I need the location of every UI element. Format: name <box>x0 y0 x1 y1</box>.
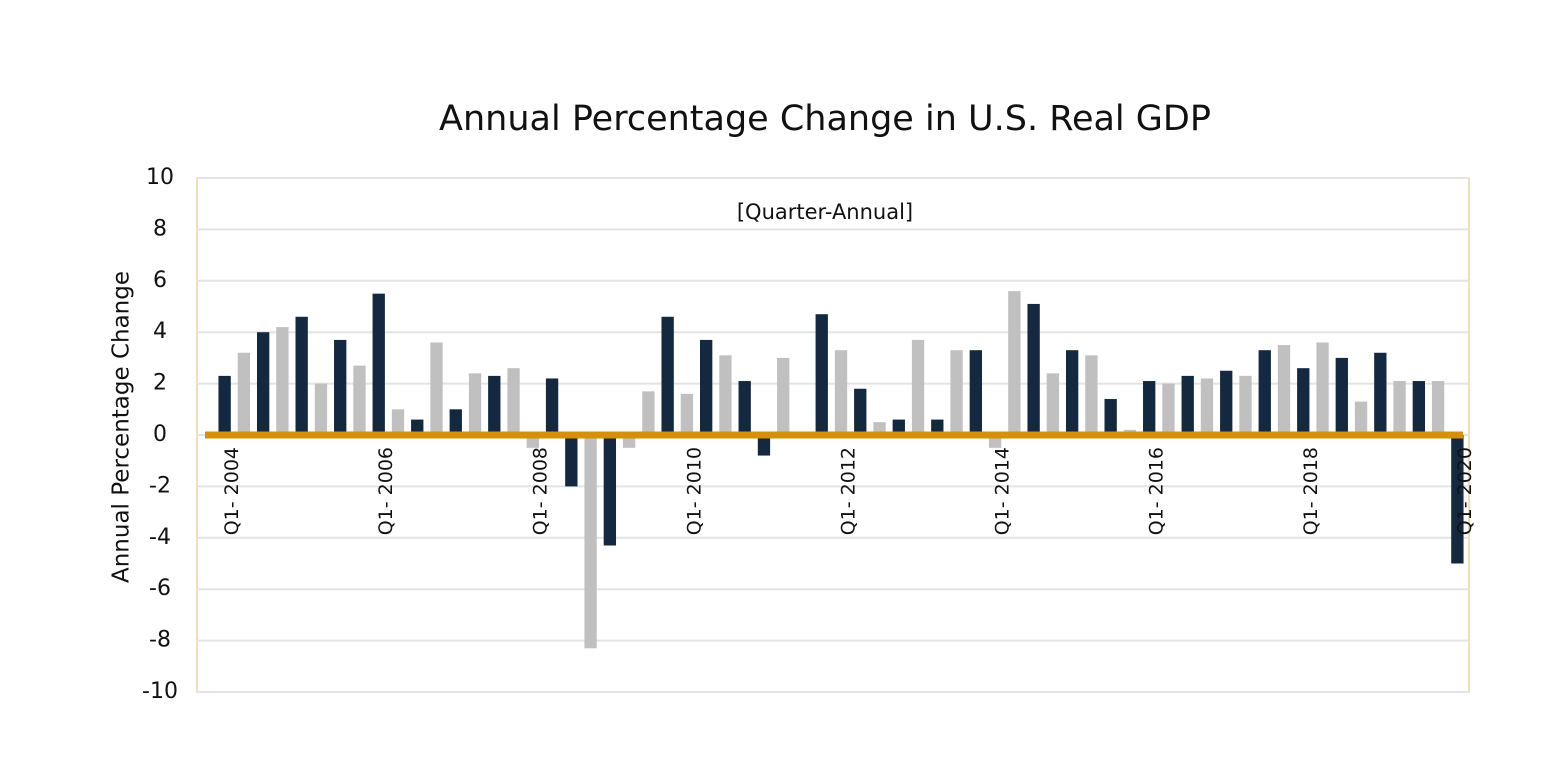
bar <box>468 373 482 435</box>
y-tick-label: 2 <box>153 371 167 396</box>
y-tick-label: 4 <box>153 319 167 344</box>
bar <box>719 355 732 435</box>
bar <box>700 339 713 435</box>
bar <box>950 350 963 435</box>
y-tick-label: -10 <box>142 679 178 704</box>
y-tick-label: 8 <box>153 216 167 241</box>
bar <box>777 357 790 435</box>
bar <box>545 378 559 435</box>
bar <box>738 381 751 435</box>
bar <box>1277 345 1291 435</box>
y-tick-label: -6 <box>149 576 171 601</box>
bar <box>1316 342 1329 435</box>
bar <box>1393 381 1406 435</box>
y-tick-label: 6 <box>153 268 167 293</box>
bar <box>488 375 501 435</box>
x-tick-label: Q1- 2012 <box>838 447 860 535</box>
bar <box>1412 381 1426 435</box>
x-tick-label: Q1- 2016 <box>1146 447 1168 535</box>
bar <box>334 339 347 435</box>
bar <box>449 409 462 435</box>
bar <box>391 409 405 435</box>
bar <box>314 383 328 435</box>
bar <box>1258 350 1271 435</box>
bar <box>584 435 597 649</box>
bar <box>276 327 289 435</box>
bar <box>372 293 385 435</box>
x-tick-label: Q1- 2008 <box>529 447 551 535</box>
bar <box>834 350 848 435</box>
y-tick-label: 10 <box>146 165 174 190</box>
bar <box>1200 378 1214 435</box>
y-axis-title: Annual Percentage Change <box>109 271 135 583</box>
bar <box>1239 375 1252 435</box>
x-tick-label: Q1- 2014 <box>992 447 1014 535</box>
x-tick-label: Q1- 2018 <box>1300 447 1322 535</box>
bar <box>1297 368 1310 435</box>
bar <box>1143 381 1156 435</box>
x-tick-label: Q1- 2004 <box>221 447 243 535</box>
bar <box>892 419 905 435</box>
y-tick-label: -2 <box>149 473 171 498</box>
bar <box>256 332 270 435</box>
y-tick-label: -4 <box>149 525 171 550</box>
bar <box>1220 370 1233 435</box>
y-tick-label: 0 <box>153 422 167 447</box>
bar <box>661 316 674 435</box>
bar <box>1374 352 1387 435</box>
bar <box>642 391 655 435</box>
bar <box>969 350 982 435</box>
bar <box>1104 399 1117 435</box>
bar <box>854 388 867 435</box>
bar <box>237 352 251 435</box>
bar <box>1431 381 1445 435</box>
bar <box>1046 373 1060 435</box>
bar <box>1162 383 1175 435</box>
chart-title: Annual Percentage Change in U.S. Real GD… <box>439 99 1211 139</box>
bar <box>1335 357 1348 435</box>
bar <box>565 435 578 487</box>
bar <box>815 314 828 435</box>
bar <box>680 393 694 435</box>
x-tick-label: Q1- 2020 <box>1454 447 1476 535</box>
x-tick-label: Q1- 2006 <box>375 447 397 535</box>
bar <box>411 419 424 435</box>
x-tick-label: Q1- 2010 <box>683 447 705 535</box>
bar <box>1181 375 1194 435</box>
bar <box>1354 401 1368 435</box>
bar <box>931 419 944 435</box>
bar <box>1085 355 1098 435</box>
bar <box>1065 350 1079 435</box>
bar <box>603 435 617 546</box>
bar <box>757 435 771 456</box>
bar <box>430 342 443 435</box>
bar <box>1027 303 1040 435</box>
bar <box>353 365 366 435</box>
y-tick-label: -8 <box>149 628 171 653</box>
bar <box>1451 435 1464 564</box>
chart-subtitle: [Quarter-Annual] <box>737 200 913 224</box>
bar <box>911 339 925 435</box>
bar <box>218 375 231 435</box>
bar <box>295 316 308 435</box>
bar <box>507 368 520 435</box>
bar <box>1008 291 1021 435</box>
